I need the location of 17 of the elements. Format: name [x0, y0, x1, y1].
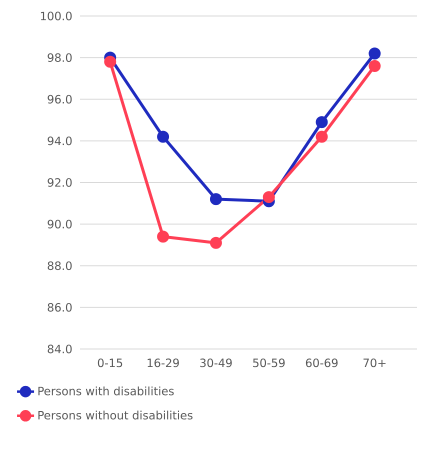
legend-label: Persons with disabilities: [38, 386, 174, 396]
x-tick-label: 70+: [364, 358, 386, 368]
x-tick-label: 0-15: [98, 358, 122, 368]
x-tick-label: 50-59: [253, 358, 285, 368]
y-tick-label: 96.0: [48, 94, 72, 104]
x-tick-label: 60-69: [306, 358, 338, 368]
y-tick-label: 84.0: [48, 344, 72, 354]
y-tick-label: 92.0: [48, 178, 72, 187]
y-tick-label: 100.0: [40, 12, 72, 20]
x-tick-label: 16-29: [148, 358, 179, 368]
x-tick-label: 30-49: [200, 358, 232, 368]
legend-label: Persons without disabilities: [38, 410, 193, 420]
y-tick-label: 90.0: [48, 220, 72, 228]
y-tick-label: 98.0: [48, 53, 72, 62]
y-tick-label: 88.0: [48, 261, 72, 270]
y-tick-label: 94.0: [48, 136, 72, 146]
y-tick-label: 86.0: [48, 303, 72, 312]
